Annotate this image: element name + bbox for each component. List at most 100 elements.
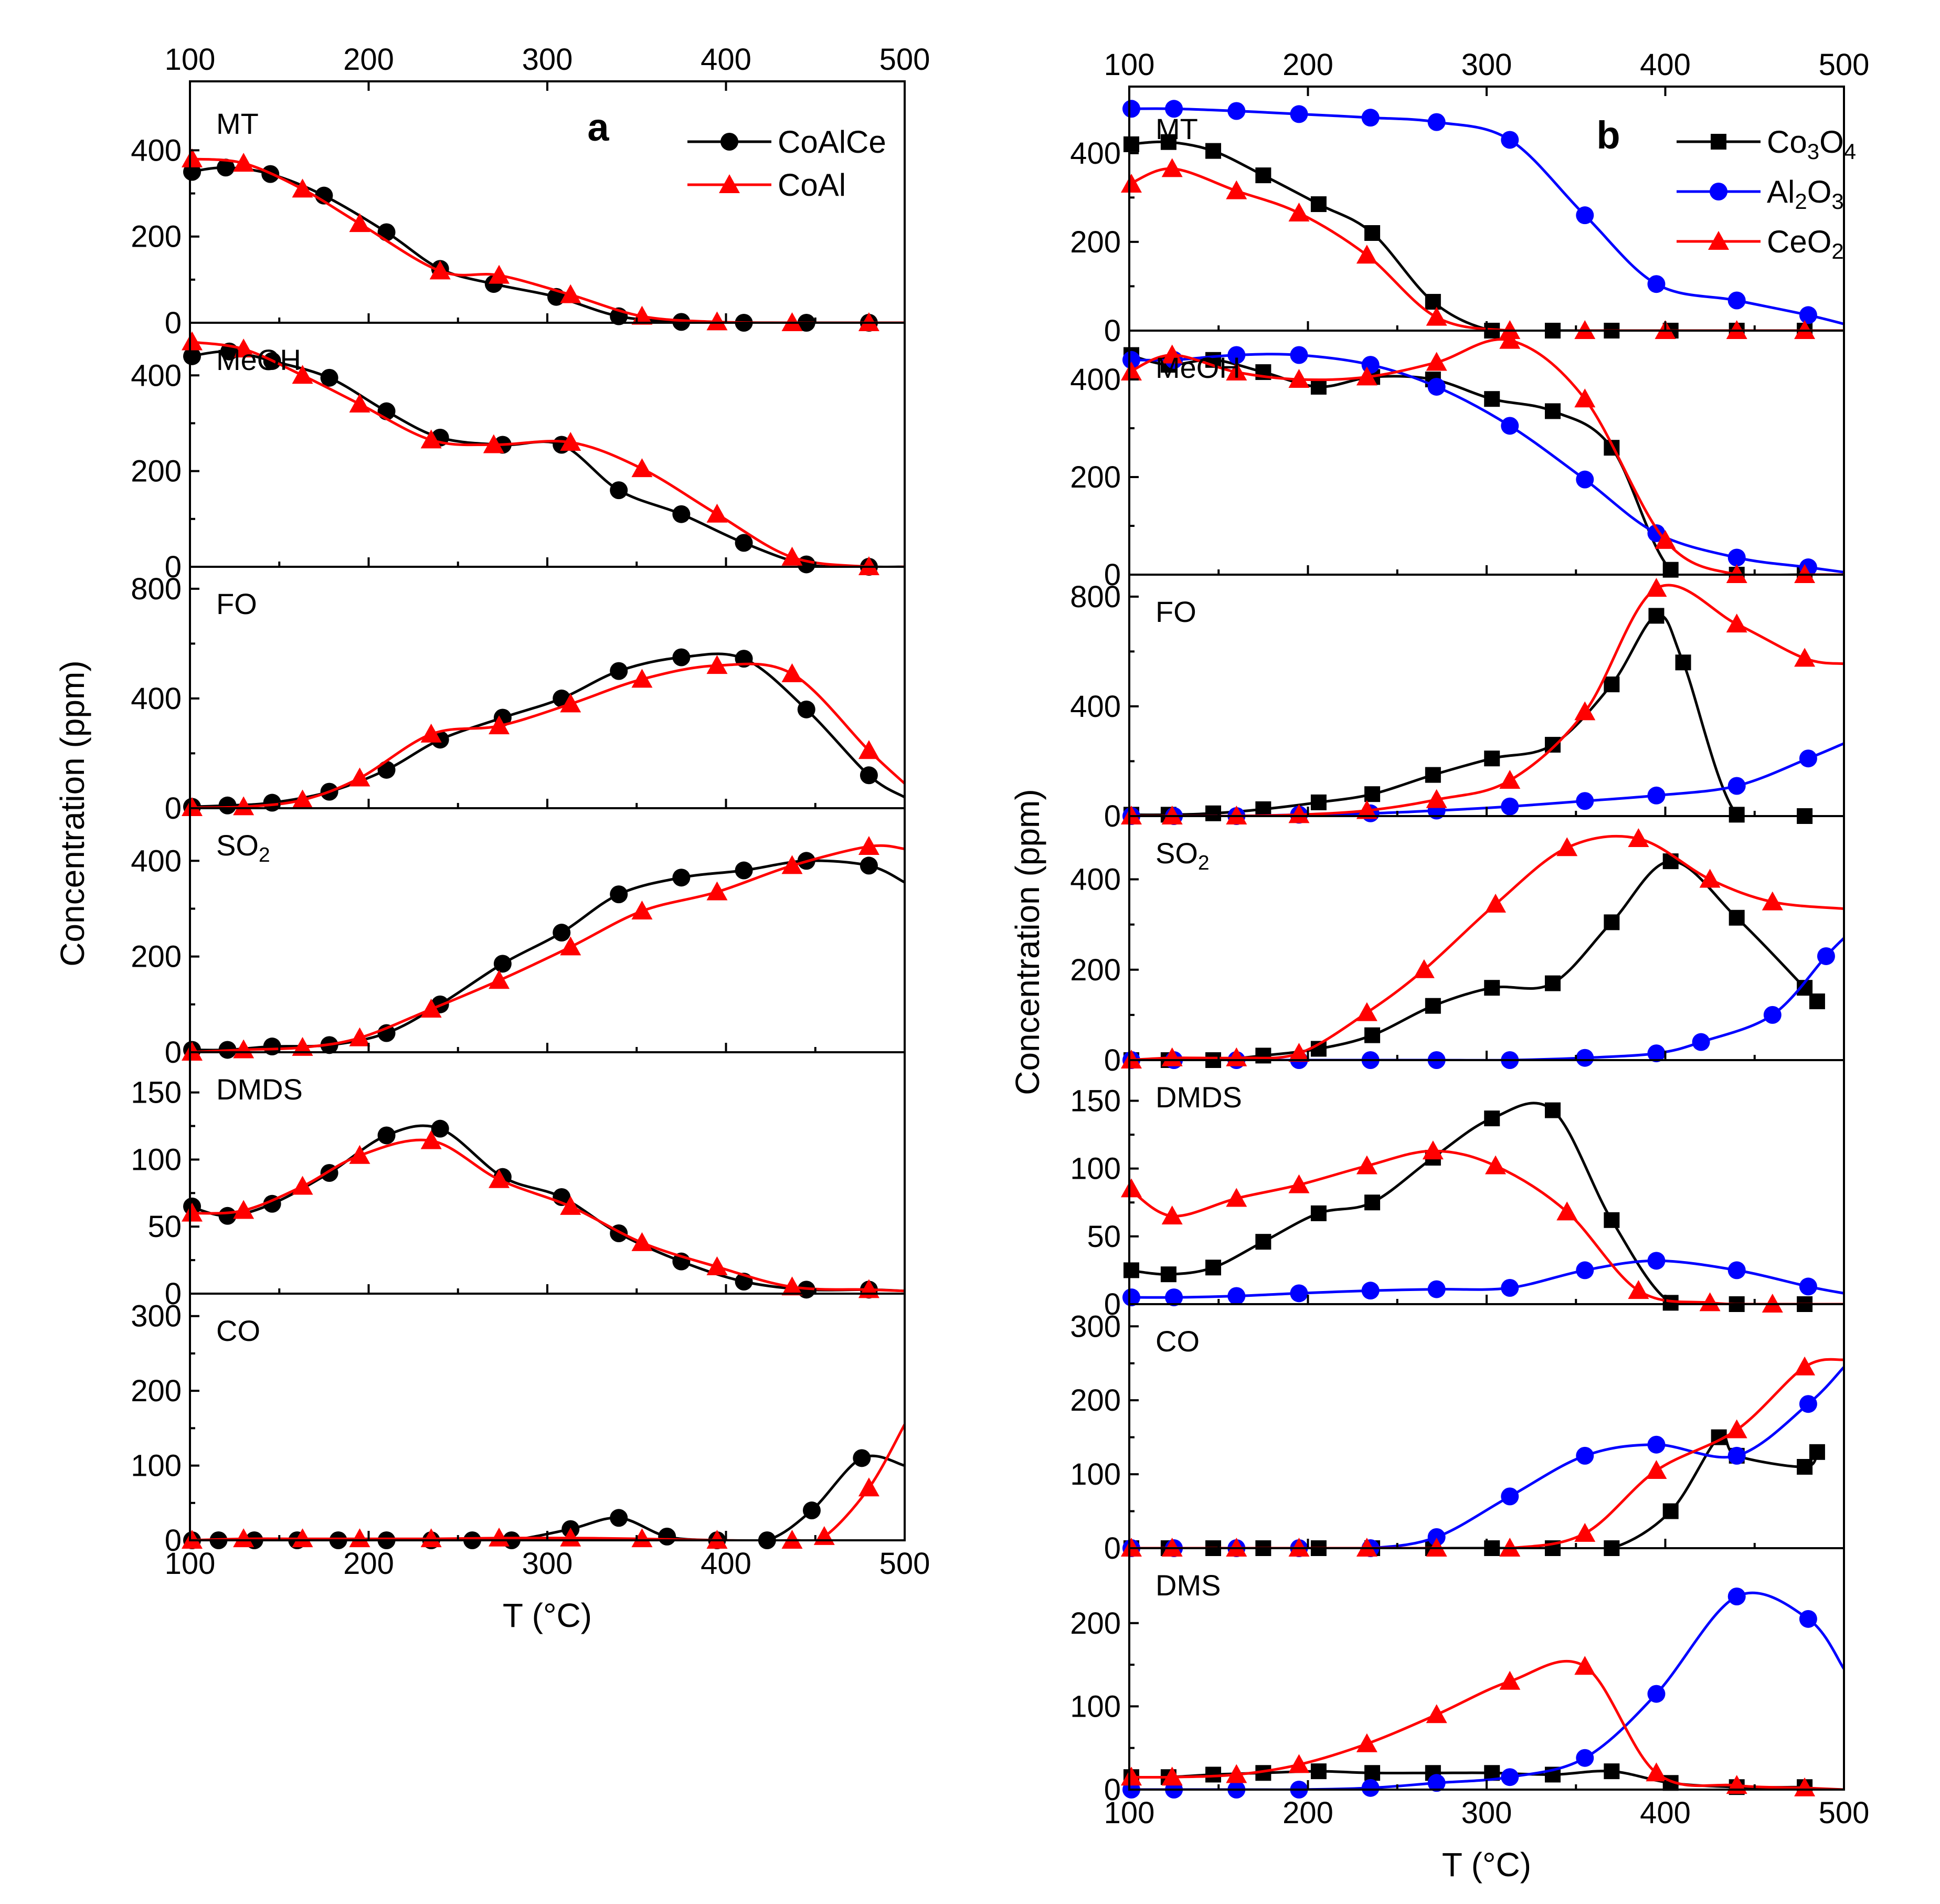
panel-label-MT: MT	[1155, 112, 1198, 145]
marker-CeO2-233	[1356, 1155, 1377, 1175]
marker-Co3O4-303	[1484, 980, 1500, 996]
marker-CoAl-100	[182, 331, 203, 351]
panel-label-MeOH: MeOH	[216, 343, 301, 376]
marker-CeO2-195	[1288, 1043, 1310, 1062]
y-tick-label-200: 200	[131, 454, 182, 489]
marker-CoAlCe-480	[860, 856, 878, 875]
panel-label-FO: FO	[216, 587, 257, 620]
marker-CeO2-272	[1426, 352, 1447, 371]
legend-label: Al2​O3​	[1767, 174, 1844, 214]
marker-Co3O4-206	[1310, 378, 1327, 395]
marker-Co3O4-236	[1364, 786, 1381, 802]
x-tick-label-300: 300	[522, 1547, 573, 1581]
marker-Co3O4-270	[1425, 998, 1441, 1014]
x-tick-label-200: 200	[343, 1547, 394, 1581]
marker-CeO2-270	[1422, 1140, 1444, 1160]
marker-CeO2-355	[1574, 388, 1596, 408]
marker-Co3O4-236	[1364, 1027, 1381, 1043]
marker-CoAl-235	[420, 1130, 442, 1149]
y-tick-label-400: 400	[131, 844, 182, 878]
y-tick-label-0: 0	[1104, 558, 1121, 592]
series-line-Co3O4	[1129, 140, 1805, 331]
panel-label-MeOH: MeOH	[1155, 351, 1241, 384]
marker-Co3O4-206	[1310, 1205, 1327, 1221]
x-tick-label-300: 300	[1461, 1796, 1512, 1830]
marker-Co3O4-206	[1310, 794, 1327, 810]
marker-CoAlCe-410	[735, 861, 753, 880]
y-tick-label-200: 200	[1070, 953, 1121, 987]
marker-CeO2-160	[1226, 1047, 1247, 1066]
y-tick-label-0: 0	[165, 791, 182, 826]
x-tick-label-400: 400	[701, 1547, 751, 1581]
panel-b-FO: 0 400 800 FO	[1070, 574, 1845, 833]
marker-Al2O3-235	[1361, 1282, 1380, 1300]
marker-CoAlCe-375	[672, 869, 691, 887]
y-tick-label-400: 400	[1070, 690, 1121, 724]
y-tick-label-200: 200	[131, 940, 182, 974]
panel-label-sub: 2	[1198, 852, 1210, 874]
marker-Al2O3-355	[1576, 470, 1594, 489]
panel-label-DMDS: DMDS	[1155, 1081, 1242, 1114]
marker-Al2O3-195	[1290, 105, 1308, 123]
marker-CeO2-265	[1413, 959, 1435, 978]
series-line-Co3O4	[1129, 1433, 1819, 1548]
marker-CoAlCe-121	[218, 1207, 237, 1225]
marker-CoAl-100	[182, 797, 203, 816]
marker-Al2O3-125	[1165, 100, 1183, 118]
legend-marker	[1710, 183, 1727, 200]
y-axis-title: Concentration (ppm)	[1009, 789, 1046, 1095]
marker-CoAl-163	[292, 1528, 313, 1548]
marker-Co3O4-403	[1662, 853, 1679, 870]
marker-Co3O4-303	[1484, 391, 1500, 407]
series-line-CoAl	[190, 844, 905, 1052]
marker-CoAlCe-210	[377, 223, 396, 241]
marker-CoAl-235	[420, 998, 442, 1018]
marker-CoAl-163	[292, 178, 313, 198]
marker-Al2O3-100	[1122, 351, 1140, 369]
legend-label: Co3​O4​	[1767, 124, 1856, 164]
marker-CeO2-124	[1161, 1767, 1183, 1786]
legend-marker	[719, 174, 740, 193]
marker-CoAl-353	[631, 458, 653, 478]
series-line-Al2O3	[1129, 937, 1844, 1060]
marker-CeO2-124	[1161, 158, 1183, 177]
marker-CeO2-233	[1356, 800, 1377, 819]
series-line-Al2O3	[1129, 353, 1844, 574]
marker-CoAlCe-210	[377, 760, 396, 779]
marker-Co3O4-440	[1729, 807, 1745, 823]
marker-CoAl-313	[560, 693, 581, 713]
marker-Co3O4-337	[1544, 1102, 1561, 1118]
marker-CoAl-235	[420, 1528, 442, 1548]
marker-CoAl-313	[560, 284, 581, 303]
marker-CeO2-233	[1356, 366, 1377, 386]
marker-CeO2-305	[1485, 893, 1507, 913]
y-tick-label-400: 400	[131, 133, 182, 167]
panel-frame	[189, 566, 906, 809]
legend-label-sub: 3	[1831, 189, 1843, 214]
marker-Co3O4-395	[1648, 608, 1665, 624]
y-tick-label-0: 0	[1104, 1043, 1121, 1077]
y-tick-label-0: 0	[165, 1277, 182, 1311]
panel-label-CO: CO	[1155, 1325, 1200, 1358]
marker-Co3O4-478	[1797, 1459, 1813, 1475]
y-tick-label-400: 400	[131, 358, 182, 393]
marker-Co3O4-175	[1255, 167, 1271, 184]
marker-Al2O3-355	[1576, 1749, 1594, 1767]
marker-CoAl-100	[182, 148, 203, 167]
series-line-Co3O4	[1129, 860, 1818, 1060]
marker-Al2O3-100	[1122, 1288, 1140, 1307]
panel-a-DMDS: 0 50 100 150 DMDS	[131, 1051, 906, 1311]
marker-CoAl-235	[420, 429, 442, 449]
marker-CoAl-235	[420, 723, 442, 743]
y-tick-label-100: 100	[1070, 1152, 1121, 1186]
panel-b-CO: 0 100 200 300 CO	[1070, 1303, 1845, 1565]
marker-Co3O4-403	[1662, 1503, 1679, 1519]
marker-Al2O3-480	[1799, 749, 1817, 768]
marker-CoAlCe-375	[672, 648, 691, 667]
legend-item-Co: Co3​O4​	[1677, 124, 1856, 164]
marker-CeO2-345	[1556, 837, 1578, 856]
legend-item-CeO: CeO2​	[1677, 224, 1844, 263]
marker-CoAlCe-367	[658, 1527, 676, 1546]
y-tick-label-150: 150	[131, 1076, 182, 1110]
y-tick-label-200: 200	[1070, 1383, 1121, 1418]
